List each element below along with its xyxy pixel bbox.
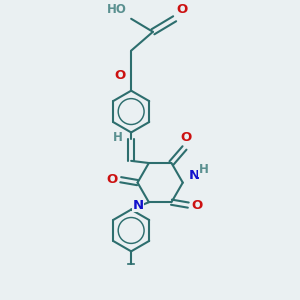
Text: H: H [199,163,208,176]
Text: N: N [189,169,200,182]
Text: O: O [106,173,118,186]
Text: O: O [191,199,202,212]
Text: HO: HO [107,3,127,16]
Text: O: O [180,131,192,145]
Text: N: N [133,199,144,212]
Text: O: O [115,69,126,82]
Text: O: O [176,3,187,16]
Text: H: H [112,131,122,144]
